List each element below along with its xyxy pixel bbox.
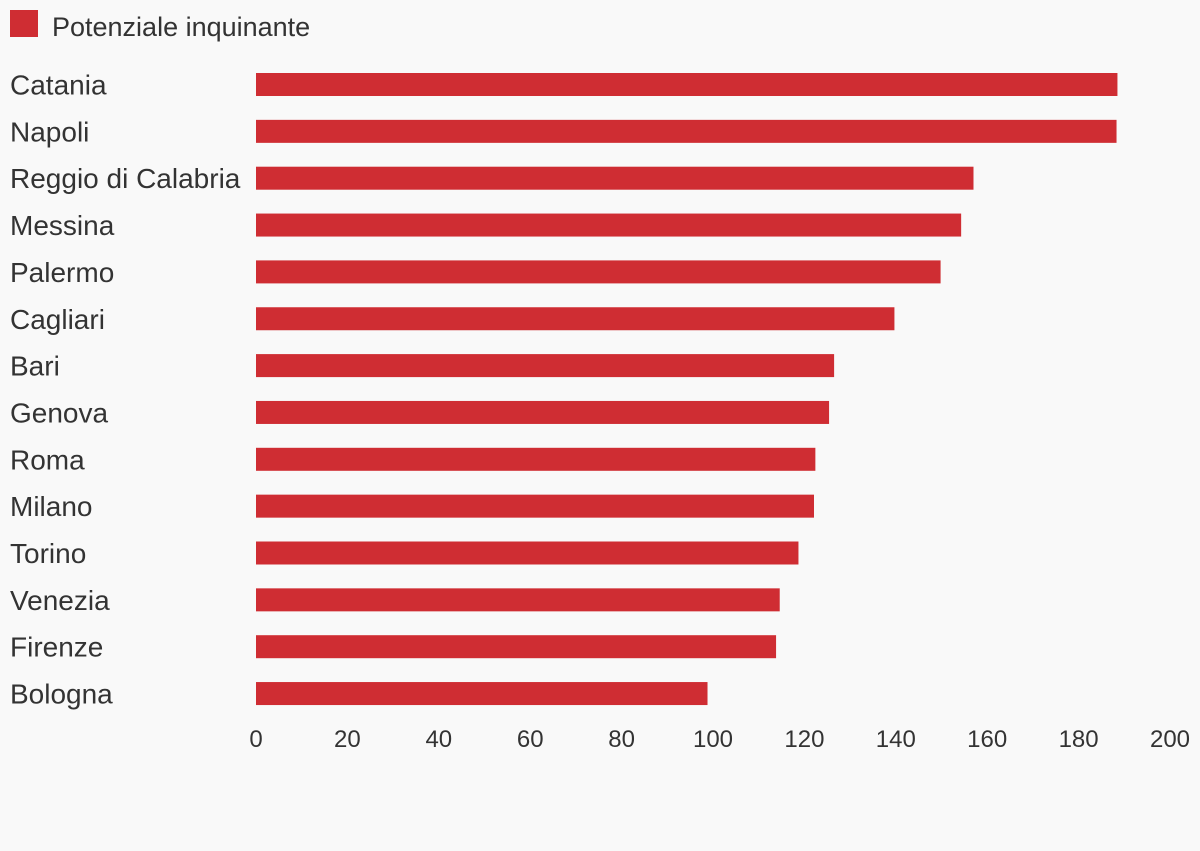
category-label: Palermo (10, 257, 114, 288)
category-label: Bologna (10, 679, 113, 710)
x-tick-label: 0 (249, 726, 262, 753)
x-tick-label: 20 (334, 726, 361, 753)
bar[interactable] (256, 541, 799, 565)
x-tick-label: 160 (967, 726, 1007, 753)
bar[interactable] (256, 213, 962, 237)
bars (256, 73, 1118, 706)
category-label: Venezia (10, 585, 110, 616)
bar[interactable] (256, 635, 777, 659)
bar[interactable] (256, 354, 835, 378)
x-tick-label: 180 (1059, 726, 1099, 753)
bar[interactable] (256, 307, 895, 331)
category-label: Cagliari (10, 304, 105, 335)
bar[interactable] (256, 682, 708, 706)
category-label: Catania (10, 70, 107, 101)
category-label: Reggio di Calabria (10, 163, 241, 194)
bar[interactable] (256, 447, 816, 471)
category-label: Genova (10, 397, 108, 428)
category-label: Messina (10, 210, 115, 241)
bar[interactable] (256, 260, 941, 284)
category-label: Bari (10, 351, 60, 382)
legend-label: Potenziale inquinante (52, 12, 310, 42)
legend-swatch (10, 10, 38, 37)
bar[interactable] (256, 73, 1118, 96)
category-label: Napoli (10, 116, 89, 147)
x-axis-ticks: 0 20 40 60 80 100 120 140 160 180 200 (249, 726, 1190, 753)
x-tick-label: 80 (608, 726, 635, 753)
x-tick-label: 60 (517, 726, 544, 753)
category-label: Firenze (10, 632, 103, 663)
category-label: Torino (10, 538, 86, 569)
x-tick-label: 40 (425, 726, 452, 753)
bar[interactable] (256, 119, 1117, 143)
bar[interactable] (256, 166, 974, 190)
category-labels: Catania Napoli Reggio di Calabria Messina Pa… (10, 70, 241, 710)
bar[interactable] (256, 494, 814, 518)
x-tick-label: 200 (1150, 726, 1190, 753)
bar[interactable] (256, 588, 780, 612)
bar[interactable] (256, 400, 830, 424)
category-label: Milano (10, 491, 92, 522)
x-tick-label: 120 (784, 726, 824, 753)
x-tick-label: 140 (876, 726, 916, 753)
category-label: Roma (10, 444, 85, 475)
legend: Potenziale inquinante (10, 10, 310, 42)
x-tick-label: 100 (693, 726, 733, 753)
